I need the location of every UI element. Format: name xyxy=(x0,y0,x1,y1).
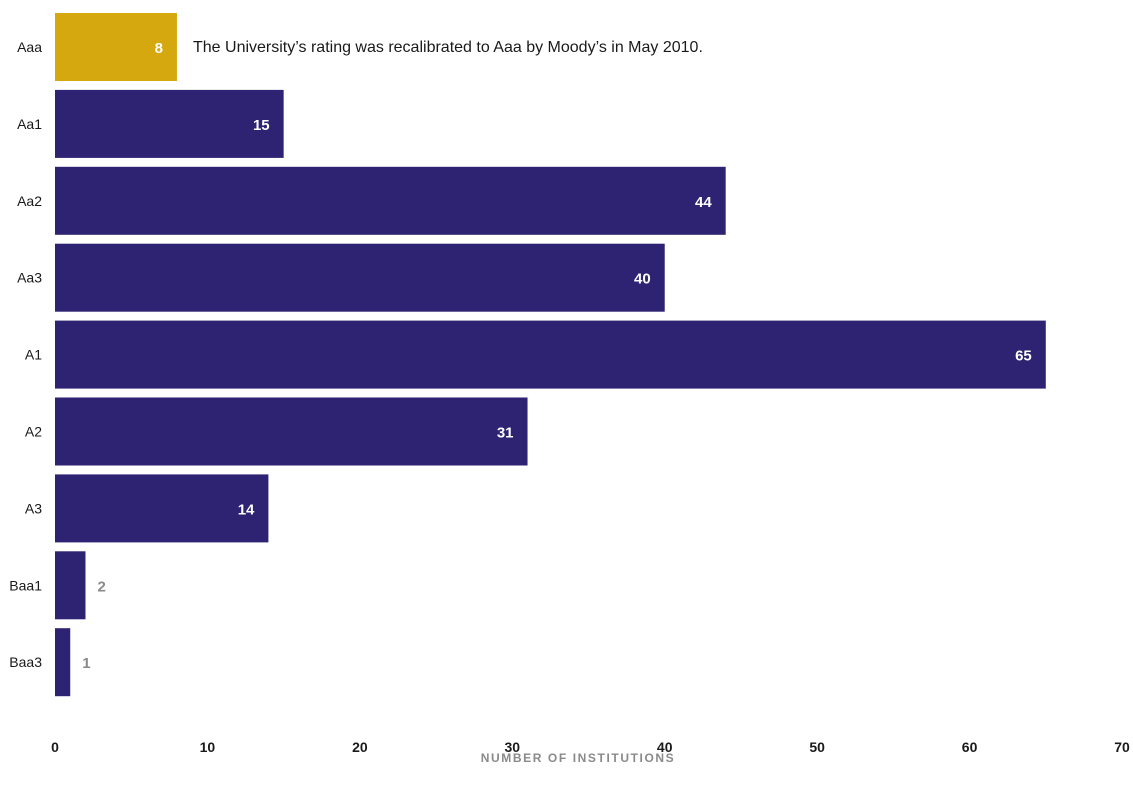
value-label: 44 xyxy=(695,194,712,211)
annotation-text: The University’s rating was recalibrated… xyxy=(193,39,703,56)
category-labels: Aaa Aa1 Aa2 Aa3 A1 A2 A3 Baa1 Baa3 xyxy=(9,39,42,670)
category-label: Baa1 xyxy=(9,577,42,593)
bar-baa3 xyxy=(55,628,71,697)
category-label: A2 xyxy=(25,424,42,440)
value-label: 8 xyxy=(155,40,163,57)
value-label: 65 xyxy=(1015,348,1032,365)
x-tick-label: 50 xyxy=(809,739,825,755)
bar-a1 xyxy=(55,320,1046,389)
category-label: A3 xyxy=(25,500,42,516)
bars-group xyxy=(55,13,1046,697)
x-tick-label: 0 xyxy=(51,739,59,755)
bar-a2 xyxy=(55,397,528,466)
category-label: Baa3 xyxy=(9,654,42,670)
bar-aa2 xyxy=(55,166,726,235)
category-label: Aa1 xyxy=(17,116,42,132)
x-tick-label: 60 xyxy=(962,739,978,755)
x-tick-label: 40 xyxy=(657,739,673,755)
bar-aa3 xyxy=(55,243,665,312)
bar-aaa xyxy=(55,13,177,81)
bar-baa1 xyxy=(55,551,86,620)
category-label: Aaa xyxy=(17,39,42,55)
value-label: 15 xyxy=(253,117,270,134)
x-tick-label: 30 xyxy=(504,739,520,755)
bar-aa1 xyxy=(55,89,284,158)
x-tick-label: 70 xyxy=(1114,739,1130,755)
value-label: 40 xyxy=(634,271,651,288)
value-labels: 8 15 44 40 65 31 14 2 1 xyxy=(82,40,1032,672)
category-label: Aa3 xyxy=(17,270,42,286)
value-label: 1 xyxy=(82,655,90,672)
x-tick-label: 20 xyxy=(352,739,368,755)
x-axis-ticks: 0 10 20 30 40 50 60 70 xyxy=(51,739,1130,755)
bar-a3 xyxy=(55,474,269,543)
value-label: 2 xyxy=(97,578,105,595)
category-label: Aa2 xyxy=(17,193,42,209)
value-label: 31 xyxy=(497,425,514,442)
category-label: A1 xyxy=(25,347,42,363)
value-label: 14 xyxy=(238,501,255,518)
x-axis-label: NUMBER OF INSTITUTIONS xyxy=(481,751,676,765)
x-tick-label: 10 xyxy=(200,739,216,755)
